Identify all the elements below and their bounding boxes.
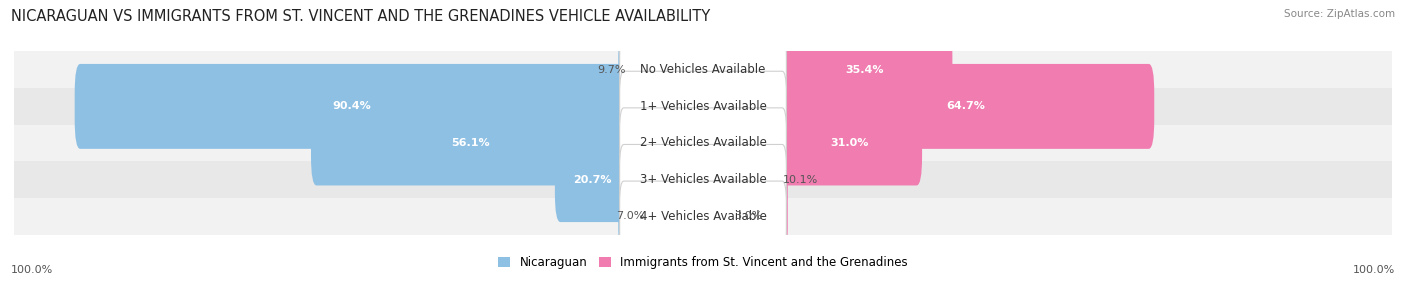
Text: 9.7%: 9.7%	[598, 65, 626, 75]
Legend: Nicaraguan, Immigrants from St. Vincent and the Grenadines: Nicaraguan, Immigrants from St. Vincent …	[498, 256, 908, 269]
Text: 100.0%: 100.0%	[11, 265, 53, 275]
Text: 90.4%: 90.4%	[333, 102, 371, 111]
FancyBboxPatch shape	[776, 64, 1154, 149]
Text: 10.1%: 10.1%	[783, 175, 818, 184]
Text: 1+ Vehicles Available: 1+ Vehicles Available	[640, 100, 766, 113]
FancyBboxPatch shape	[780, 156, 787, 204]
FancyBboxPatch shape	[555, 137, 630, 222]
FancyBboxPatch shape	[14, 125, 1392, 161]
FancyBboxPatch shape	[620, 35, 786, 105]
Text: 35.4%: 35.4%	[845, 65, 884, 75]
Text: 31.0%: 31.0%	[830, 138, 869, 148]
Text: Source: ZipAtlas.com: Source: ZipAtlas.com	[1284, 9, 1395, 19]
Text: 20.7%: 20.7%	[572, 175, 612, 184]
Text: 56.1%: 56.1%	[451, 138, 489, 148]
FancyBboxPatch shape	[620, 108, 786, 178]
FancyBboxPatch shape	[620, 71, 786, 142]
FancyBboxPatch shape	[75, 64, 630, 149]
FancyBboxPatch shape	[620, 144, 786, 215]
FancyBboxPatch shape	[14, 161, 1392, 198]
FancyBboxPatch shape	[776, 101, 922, 185]
Text: NICARAGUAN VS IMMIGRANTS FROM ST. VINCENT AND THE GRENADINES VEHICLE AVAILABILIT: NICARAGUAN VS IMMIGRANTS FROM ST. VINCEN…	[11, 9, 710, 23]
FancyBboxPatch shape	[780, 192, 787, 240]
Text: 3+ Vehicles Available: 3+ Vehicles Available	[640, 173, 766, 186]
FancyBboxPatch shape	[619, 192, 626, 240]
Text: 7.0%: 7.0%	[616, 211, 644, 221]
Text: 64.7%: 64.7%	[946, 102, 986, 111]
FancyBboxPatch shape	[14, 88, 1392, 125]
FancyBboxPatch shape	[14, 198, 1392, 235]
FancyBboxPatch shape	[620, 181, 786, 251]
FancyBboxPatch shape	[619, 46, 626, 94]
FancyBboxPatch shape	[776, 27, 952, 112]
Text: 100.0%: 100.0%	[1353, 265, 1395, 275]
FancyBboxPatch shape	[311, 101, 630, 185]
Text: 2+ Vehicles Available: 2+ Vehicles Available	[640, 136, 766, 150]
Text: 3.0%: 3.0%	[734, 211, 762, 221]
FancyBboxPatch shape	[14, 51, 1392, 88]
Text: 4+ Vehicles Available: 4+ Vehicles Available	[640, 210, 766, 223]
Text: No Vehicles Available: No Vehicles Available	[640, 63, 766, 76]
